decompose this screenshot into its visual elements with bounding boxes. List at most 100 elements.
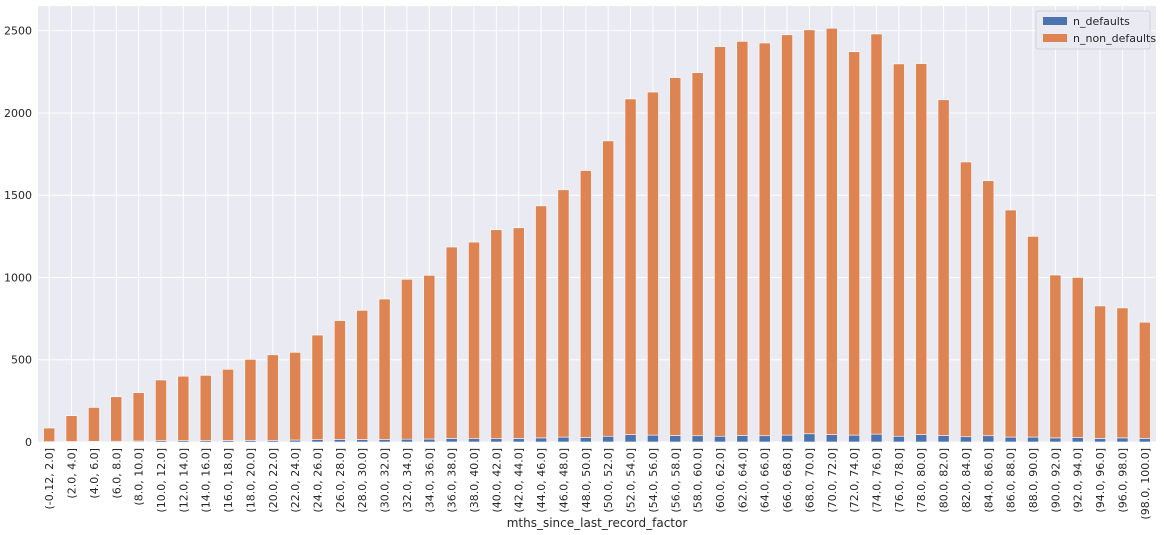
x-tick-label: (50.0, 52.0] — [602, 448, 615, 513]
legend-swatch-n-defaults — [1043, 17, 1067, 25]
bar-n-defaults — [378, 439, 391, 443]
bar-n-defaults — [1116, 437, 1129, 443]
y-tick-label: 2500 — [4, 25, 32, 38]
bar-n-non-defaults — [110, 396, 123, 442]
bar-n-defaults — [870, 433, 883, 443]
y-tick-label: 1500 — [4, 189, 32, 202]
x-tick-label: (42.0, 44.0] — [513, 448, 526, 513]
y-tick-label: 500 — [11, 354, 32, 367]
bar-n-defaults — [557, 436, 570, 443]
bars — [43, 27, 1151, 443]
bar-n-defaults — [602, 435, 615, 443]
bar-n-defaults — [960, 436, 972, 443]
bar-n-defaults — [915, 434, 928, 443]
bar-n-non-defaults — [982, 180, 995, 437]
legend-label-n-non-defaults: n_non_defaults — [1073, 32, 1156, 45]
bar-n-non-defaults — [423, 275, 436, 440]
bar-n-defaults — [1138, 438, 1151, 443]
bar-n-non-defaults — [1004, 209, 1017, 438]
bar-n-defaults — [803, 433, 816, 443]
bar-n-non-defaults — [803, 29, 816, 435]
bar-n-defaults — [982, 435, 995, 443]
x-tick-label: (16.0, 18.0] — [222, 448, 235, 513]
bar-n-non-defaults — [333, 320, 346, 440]
bar-n-non-defaults — [43, 427, 56, 442]
bar-n-non-defaults — [781, 34, 793, 436]
bar-n-non-defaults — [222, 368, 234, 441]
bar-n-defaults — [512, 438, 525, 443]
bar-n-defaults — [490, 438, 503, 443]
x-tick-label: (24.0, 26.0] — [312, 448, 325, 513]
bar-n-non-defaults — [602, 140, 615, 437]
bar-n-defaults — [401, 438, 413, 443]
x-tick-label: (54.0, 56.0] — [647, 448, 660, 513]
bar-n-non-defaults — [155, 379, 167, 441]
x-tick-label: (38.0, 40.0] — [468, 448, 481, 513]
x-tick-label: (56.0, 58.0] — [669, 448, 682, 513]
x-tick-label: (62.0, 64.0] — [736, 448, 749, 513]
x-tick-label: (74.0, 76.0] — [871, 448, 884, 513]
x-tick-label: (88.0, 90.0] — [1027, 448, 1040, 513]
bar-n-non-defaults — [1094, 305, 1106, 439]
bar-n-non-defaults — [378, 298, 391, 440]
x-tick-label: (30.0, 32.0] — [379, 448, 392, 513]
bar-n-defaults — [647, 434, 659, 443]
bar-n-non-defaults — [1116, 307, 1129, 439]
bar-n-non-defaults — [401, 278, 413, 440]
x-tick-label: (96.0, 98.0] — [1116, 448, 1129, 513]
bar-n-defaults — [937, 435, 950, 443]
bar-n-non-defaults — [758, 42, 771, 437]
x-tick-label: (58.0, 60.0] — [692, 448, 705, 513]
bar-n-defaults — [624, 434, 637, 443]
bar-n-non-defaults — [624, 98, 637, 435]
bar-n-non-defaults — [579, 170, 592, 438]
bar-n-defaults — [445, 438, 458, 443]
legend-swatch-n-non-defaults — [1043, 34, 1067, 42]
x-tick-label: (86.0, 88.0] — [1005, 448, 1018, 513]
x-tick-label: (76.0, 78.0] — [893, 448, 906, 513]
bar-n-non-defaults — [468, 241, 480, 440]
bar-n-non-defaults — [1071, 277, 1084, 438]
bar-n-defaults — [669, 435, 682, 443]
x-tick-label: (64.0, 66.0] — [759, 448, 772, 513]
x-tick-label: (98.0, 100.0] — [1139, 448, 1152, 520]
x-tick-label: (12.0, 14.0] — [177, 448, 190, 513]
x-tick-label: (70.0, 72.0] — [826, 448, 839, 513]
bar-n-defaults — [1094, 438, 1106, 443]
x-tick-label: (36.0, 38.0] — [446, 448, 459, 513]
bar-n-non-defaults — [915, 63, 928, 435]
bar-n-non-defaults — [289, 352, 302, 441]
bar-n-non-defaults — [311, 334, 324, 440]
bar-n-non-defaults — [490, 229, 503, 440]
bar-n-non-defaults — [1138, 321, 1151, 439]
bar-n-defaults — [848, 434, 861, 443]
x-tick-label: (34.0, 36.0] — [423, 448, 436, 513]
bar-n-defaults — [758, 435, 771, 443]
bar-n-non-defaults — [736, 41, 749, 436]
bar-n-non-defaults — [937, 99, 950, 436]
bar-n-non-defaults — [1049, 274, 1062, 439]
bar-n-non-defaults — [199, 375, 212, 441]
bar-n-defaults — [535, 437, 547, 443]
bar-n-non-defaults — [848, 51, 861, 436]
x-tick-label: (48.0, 50.0] — [580, 448, 593, 513]
bar-n-defaults — [736, 435, 749, 443]
x-tick-label: (90.0, 92.0] — [1049, 448, 1062, 513]
bar-n-non-defaults — [669, 77, 682, 436]
bar-n-defaults — [333, 439, 346, 443]
bar-n-defaults — [356, 439, 369, 443]
x-tick-label: (28.0, 30.0] — [356, 448, 369, 513]
bar-n-defaults — [579, 437, 592, 443]
bar-n-defaults — [311, 439, 324, 443]
bar-n-non-defaults — [535, 205, 547, 439]
legend-label-n-defaults: n_defaults — [1073, 15, 1130, 28]
x-tick-label: (14.0, 16.0] — [200, 448, 213, 513]
x-tick-label: (44.0, 46.0] — [535, 448, 548, 513]
x-tick-label: (72.0, 74.0] — [848, 448, 861, 513]
y-tick-label: 2000 — [4, 107, 32, 120]
bar-n-defaults — [1027, 436, 1039, 443]
x-tick-label: (66.0, 68.0] — [781, 448, 794, 513]
bar-n-non-defaults — [88, 407, 100, 442]
x-tick-label: (26.0, 28.0] — [334, 448, 347, 513]
